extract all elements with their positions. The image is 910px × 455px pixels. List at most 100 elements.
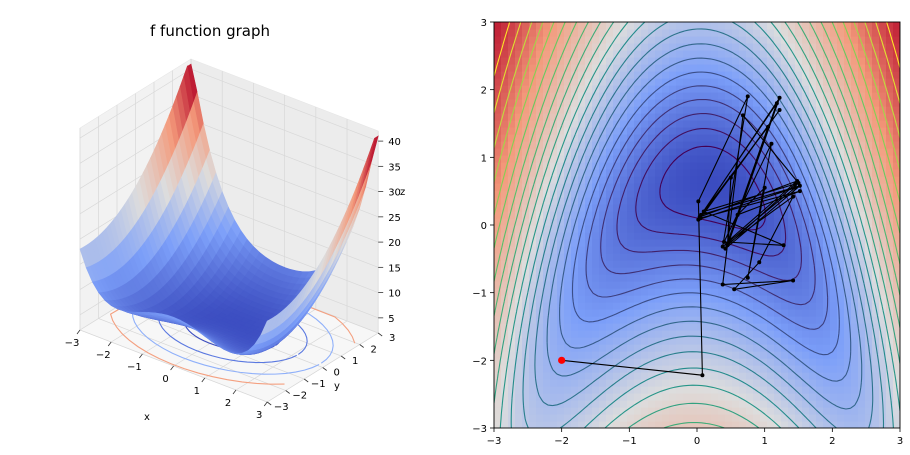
contour-cell	[564, 281, 572, 289]
contour-cell	[718, 120, 726, 128]
contour-cell	[669, 239, 677, 247]
contour-cell	[585, 309, 593, 317]
contour-cell	[620, 239, 628, 247]
x-tick-label: −1	[127, 362, 142, 373]
contour-cell	[711, 85, 719, 93]
contour-cell	[585, 50, 593, 58]
contour-cell	[648, 351, 656, 359]
contour-cell	[683, 106, 691, 114]
y-tick-mark	[378, 333, 382, 336]
contour-cell	[501, 302, 509, 310]
contour-cell	[690, 281, 698, 289]
contour-cell	[627, 78, 635, 86]
contour-cell	[760, 29, 768, 37]
contour-cell	[613, 316, 621, 324]
contour-cell	[585, 71, 593, 79]
contour-cell	[536, 372, 544, 380]
contour-cell	[725, 183, 733, 191]
contour-cell	[571, 274, 579, 282]
contour-cell	[774, 351, 782, 359]
contour-cell	[501, 337, 509, 345]
y-tick-label: 0	[334, 368, 340, 379]
contour-cell	[676, 246, 684, 254]
contour-cell	[697, 414, 705, 422]
contour-cell	[865, 43, 873, 51]
contour-cell	[634, 393, 642, 401]
contour-cell	[802, 386, 810, 394]
contour-cell	[795, 316, 803, 324]
contour-cell	[627, 120, 635, 128]
contour-cell	[634, 148, 642, 156]
contour-cell	[704, 190, 712, 198]
contour-cell	[662, 316, 670, 324]
contour-cell	[844, 414, 852, 422]
contour-cell	[655, 274, 663, 282]
contour-cell	[683, 176, 691, 184]
contour-cell	[788, 57, 796, 65]
contour-cell	[760, 64, 768, 72]
contour-cell	[767, 421, 775, 429]
contour-cell	[606, 183, 614, 191]
contour-cell	[704, 323, 712, 331]
contour-cell	[655, 29, 663, 37]
contour-cell	[564, 358, 572, 366]
contour-cell	[515, 407, 523, 415]
contour-cell	[725, 120, 733, 128]
contour-cell	[578, 295, 586, 303]
z-tick-label: 10	[388, 289, 401, 300]
contour-cell	[683, 253, 691, 261]
contour-cell	[676, 337, 684, 345]
contour-cell	[571, 36, 579, 44]
contour-cell	[648, 22, 656, 30]
contour-cell	[613, 337, 621, 345]
contour-cell	[690, 50, 698, 58]
contour-cell	[501, 372, 509, 380]
contour-cell	[795, 239, 803, 247]
contour-cell	[515, 365, 523, 373]
contour-cell	[697, 225, 705, 233]
contour-cell	[662, 71, 670, 79]
path-point	[729, 176, 733, 180]
contour-cell	[851, 358, 859, 366]
contour-cell	[683, 309, 691, 317]
path-point	[769, 142, 773, 146]
contour-cell	[494, 113, 502, 121]
contour-cell	[613, 78, 621, 86]
contour-cell	[816, 330, 824, 338]
contour-cell	[844, 386, 852, 394]
contour-cell	[795, 393, 803, 401]
contour-cell	[683, 288, 691, 296]
contour-cell	[592, 36, 600, 44]
contour-cell	[543, 393, 551, 401]
contour-cell	[557, 309, 565, 317]
contour-cell	[718, 78, 726, 86]
contour-cell	[641, 71, 649, 79]
contour-cell	[564, 351, 572, 359]
path-point	[741, 113, 745, 117]
contour-cell	[669, 225, 677, 233]
contour-cell	[746, 50, 754, 58]
contour-cell	[739, 421, 747, 429]
contour-cell	[795, 295, 803, 303]
contour-cell	[669, 295, 677, 303]
contour-cell	[627, 358, 635, 366]
contour-cell	[592, 274, 600, 282]
contour-cell	[550, 330, 558, 338]
contour-cell	[641, 29, 649, 37]
contour-cell	[557, 407, 565, 415]
contour-cell	[690, 64, 698, 72]
contour-cell	[536, 365, 544, 373]
contour-cell	[767, 246, 775, 254]
contour-cell	[515, 393, 523, 401]
contour-cell	[690, 162, 698, 170]
contour-cell	[725, 414, 733, 422]
contour-cell	[662, 344, 670, 352]
contour-cell	[662, 281, 670, 289]
contour-cell	[655, 330, 663, 338]
contour-cell	[704, 225, 712, 233]
contour-cell	[704, 134, 712, 142]
contour-cell	[865, 379, 873, 387]
x-tick-label: −1	[622, 436, 637, 447]
contour-cell	[683, 295, 691, 303]
contour-cell	[641, 155, 649, 163]
